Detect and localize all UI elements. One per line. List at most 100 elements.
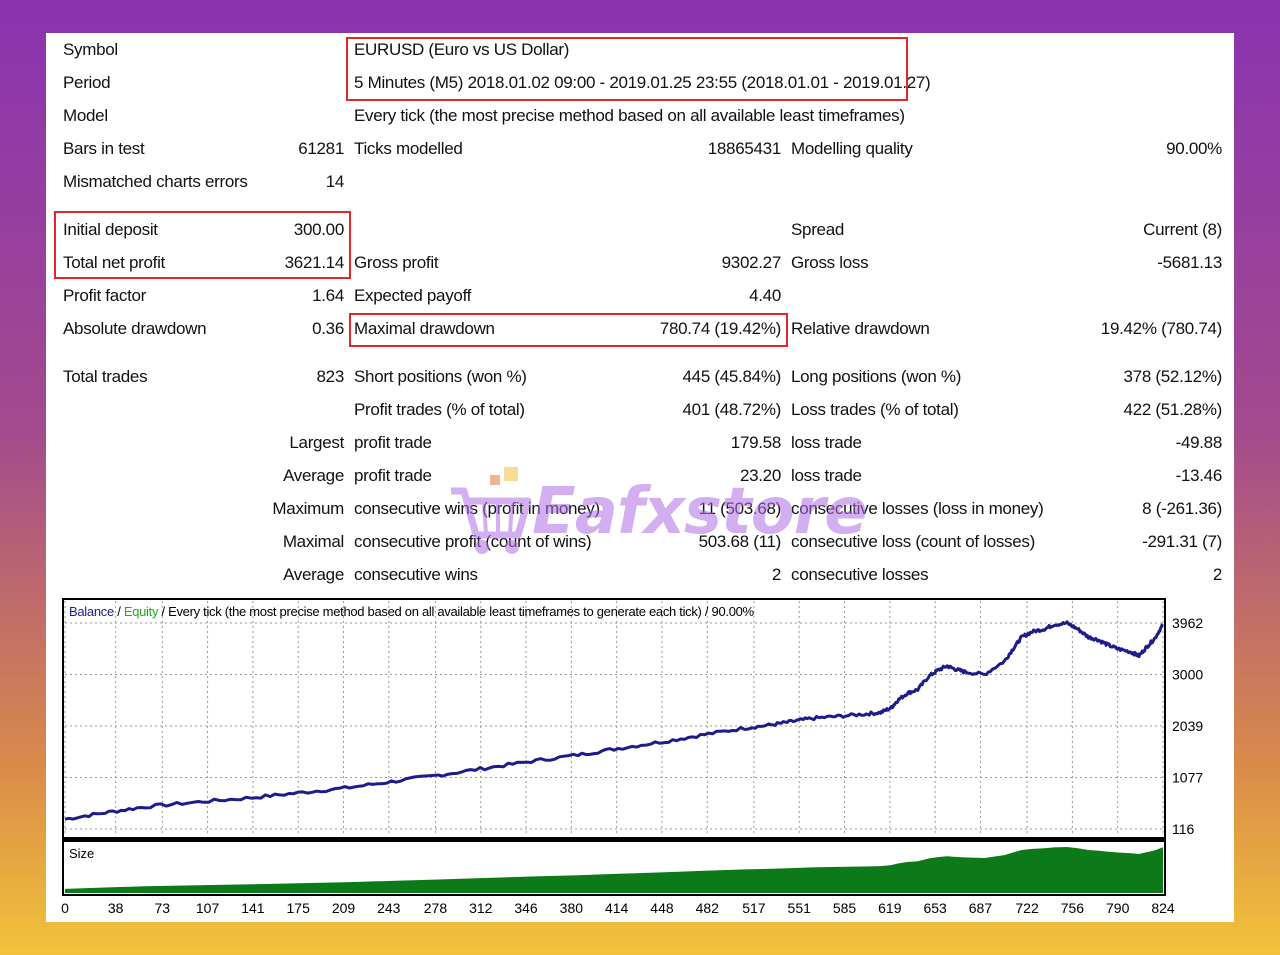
maximal-cons-profit-label: consecutive profit (count of wins) [354, 532, 592, 551]
short-value: 445 (45.84%) [682, 367, 782, 386]
avg-cons-losses-label: consecutive losses [791, 565, 929, 584]
long-label: Long positions (won %) [791, 367, 962, 386]
x-tick-label: 346 [514, 900, 538, 916]
x-tick-label: 0 [61, 900, 69, 916]
x-tick-label: 141 [241, 900, 265, 916]
x-tick-label: 824 [1151, 900, 1175, 916]
largest-loss-label: loss trade [791, 433, 862, 452]
x-tick-label: 482 [696, 900, 720, 916]
average-loss-label: loss trade [791, 466, 862, 485]
report-sheet: Symbol EURUSD (Euro vs US Dollar) Period… [46, 33, 1234, 922]
bars-value: 61281 [298, 139, 344, 158]
net-profit-label: Total net profit [63, 253, 165, 272]
period-label: Period [63, 73, 111, 92]
average-profit-value: 23.20 [739, 466, 781, 485]
watermark-logo: Eafxstore [446, 463, 916, 573]
cart-icon [451, 467, 532, 554]
initial-deposit-label: Initial deposit [63, 220, 158, 239]
x-tick-label: 687 [969, 900, 993, 916]
long-value: 378 (52.12%) [1123, 367, 1223, 386]
symbol-label: Symbol [63, 40, 118, 59]
max-cons-losses-label: consecutive losses (loss in money) [791, 499, 1044, 518]
x-tick-label: 790 [1106, 900, 1130, 916]
x-tick-label: 380 [560, 900, 584, 916]
max-cons-wins-label: consecutive wins (profit in money) [354, 499, 600, 518]
y-tick-label: 3000 [1172, 667, 1203, 683]
abs-dd-label: Absolute drawdown [63, 319, 207, 338]
net-profit-value: 3621.14 [284, 253, 345, 272]
deposit-profit-highlight [54, 211, 351, 279]
x-tick-label: 619 [878, 900, 902, 916]
size-label: Size [69, 846, 94, 861]
max-cons-wins-value: 11 (503.68) [698, 499, 782, 518]
avg-cons-wins-label: consecutive wins [354, 565, 478, 584]
x-tick-label: 38 [108, 900, 124, 916]
total-trades-label: Total trades [63, 367, 148, 386]
initial-deposit-value: 300.00 [293, 220, 345, 239]
maximal-cons-profit-value: 503.68 (11) [698, 532, 782, 551]
gross-profit-label: Gross profit [354, 253, 439, 272]
max-dd-value: 780.74 (19.42%) [659, 319, 782, 338]
max-drawdown-highlight [349, 313, 788, 347]
x-tick-label: 585 [833, 900, 857, 916]
largest-label: Largest [289, 433, 344, 452]
quality-label: Modelling quality [791, 139, 913, 158]
loss-trades-value: 422 (51.28%) [1123, 400, 1223, 419]
average-label: Average [283, 466, 344, 485]
gross-loss-value: -5681.13 [1157, 253, 1222, 272]
balance-plot-frame [62, 598, 1166, 840]
bars-label: Bars in test [63, 139, 145, 158]
x-tick-label: 175 [287, 900, 311, 916]
chart-legend: Balance / Equity / Every tick (the most … [69, 604, 754, 619]
maximal-label: Maximal [282, 532, 344, 551]
spread-value: Current (8) [1143, 220, 1222, 239]
x-tick-label: 756 [1061, 900, 1085, 916]
avg-cons-losses-value: 2 [1212, 565, 1222, 584]
expected-payoff-value: 4.40 [749, 286, 781, 305]
mismatch-value: 14 [325, 172, 345, 191]
legend-equity: Equity [123, 604, 159, 619]
model-value: Every tick (the most precise method base… [354, 106, 905, 125]
balance-chart: Size 3962 3000 2039 1077 116 0 38 73 107 141 175 2… [61, 598, 1203, 916]
ticks-value: 18865431 [707, 139, 782, 158]
grid [64, 601, 1164, 836]
avg-cons-label: Average [283, 565, 344, 584]
max-dd-label: Maximal drawdown [354, 319, 495, 338]
rel-dd-label: Relative drawdown [791, 319, 930, 338]
panel-separator [63, 837, 1165, 841]
watermark-text: Eafxstore [532, 475, 868, 549]
balance-line [64, 620, 1164, 821]
y-tick-label: 1077 [1172, 770, 1203, 786]
maximum-label: Maximum [272, 499, 344, 518]
x-tick-label: 448 [650, 900, 674, 916]
x-tick-label: 414 [605, 900, 629, 916]
profit-trades-label: Profit trades (% of total) [354, 400, 525, 419]
y-axis-ticks: 3962 3000 2039 1077 116 [1172, 615, 1203, 837]
total-trades-value: 823 [316, 367, 345, 386]
x-axis-ticks: 0 38 73 107 141 175 209 243 278 312 346 380 414 448 48… [61, 900, 1175, 916]
x-tick-label: 653 [923, 900, 947, 916]
maximal-cons-loss-value: -291.31 (7) [1142, 532, 1222, 551]
gross-profit-value: 9302.27 [721, 253, 782, 272]
x-tick-label: 517 [742, 900, 766, 916]
profit-trades-value: 401 (48.72%) [682, 400, 782, 419]
x-tick-label: 722 [1015, 900, 1039, 916]
profit-factor-value: 1.64 [312, 286, 344, 305]
period-value: 5 Minutes (M5) 2018.01.02 09:00 - 2019.0… [354, 73, 931, 92]
symbol-period-highlight [346, 37, 908, 101]
mismatch-label: Mismatched charts errors [63, 172, 248, 191]
largest-profit-value: 179.58 [730, 433, 782, 452]
model-label: Model [63, 106, 108, 125]
avg-cons-wins-value: 2 [771, 565, 781, 584]
gross-loss-label: Gross loss [791, 253, 869, 272]
x-tick-label: 107 [196, 900, 220, 916]
y-tick-label: 116 [1172, 821, 1195, 837]
legend-sep: / [113, 604, 124, 619]
x-tick-label: 312 [469, 900, 493, 916]
legend-description: / Every tick (the most precise method ba… [158, 604, 754, 619]
abs-dd-value: 0.36 [312, 319, 344, 338]
short-label: Short positions (won %) [354, 367, 527, 386]
x-tick-label: 209 [332, 900, 356, 916]
expected-payoff-label: Expected payoff [354, 286, 472, 305]
symbol-value: EURUSD (Euro vs US Dollar) [354, 40, 570, 59]
